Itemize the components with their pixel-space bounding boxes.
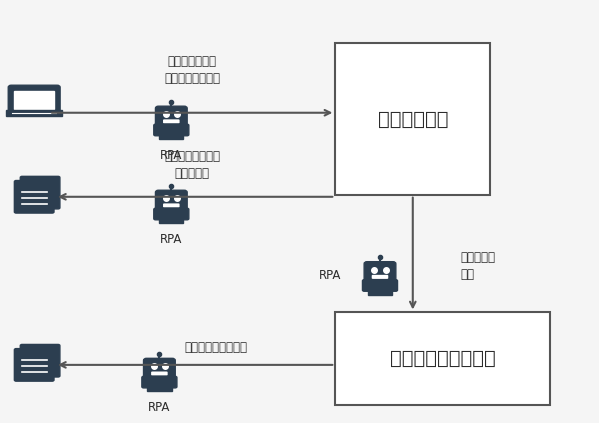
FancyBboxPatch shape — [335, 44, 491, 195]
FancyBboxPatch shape — [20, 176, 60, 209]
FancyBboxPatch shape — [163, 203, 180, 208]
Bar — [147, 387, 171, 391]
FancyBboxPatch shape — [20, 344, 60, 377]
FancyBboxPatch shape — [156, 106, 187, 126]
FancyBboxPatch shape — [163, 119, 180, 124]
FancyBboxPatch shape — [362, 280, 398, 291]
Text: 会計システム: 会計システム — [377, 110, 448, 129]
Text: データ分析システム: データ分析システム — [390, 349, 495, 368]
Bar — [368, 290, 392, 295]
FancyBboxPatch shape — [142, 376, 177, 388]
Text: 勤怠データ登録
給与計算処理実行: 勤怠データ登録 給与計算処理実行 — [164, 55, 220, 85]
Bar — [7, 110, 62, 115]
FancyBboxPatch shape — [8, 85, 60, 113]
Bar — [159, 219, 183, 223]
Text: 各種帳票出力・印刷: 各種帳票出力・印刷 — [184, 341, 247, 354]
Text: RPA: RPA — [160, 149, 183, 162]
FancyBboxPatch shape — [14, 181, 54, 213]
Text: RPA: RPA — [160, 233, 183, 246]
Bar — [14, 91, 55, 109]
Text: RPA: RPA — [319, 269, 341, 282]
FancyBboxPatch shape — [156, 190, 187, 211]
Bar — [159, 135, 183, 139]
Text: 財務諸表や申告書
出力・印刷: 財務諸表や申告書 出力・印刷 — [164, 150, 220, 180]
FancyBboxPatch shape — [372, 275, 388, 279]
FancyBboxPatch shape — [151, 371, 168, 376]
Text: 財務データ
登録: 財務データ 登録 — [461, 251, 495, 281]
FancyBboxPatch shape — [364, 262, 396, 282]
FancyBboxPatch shape — [154, 124, 189, 136]
Text: RPA: RPA — [148, 401, 171, 415]
FancyBboxPatch shape — [14, 349, 54, 381]
FancyBboxPatch shape — [144, 358, 176, 379]
FancyBboxPatch shape — [154, 208, 189, 220]
FancyBboxPatch shape — [335, 312, 550, 405]
